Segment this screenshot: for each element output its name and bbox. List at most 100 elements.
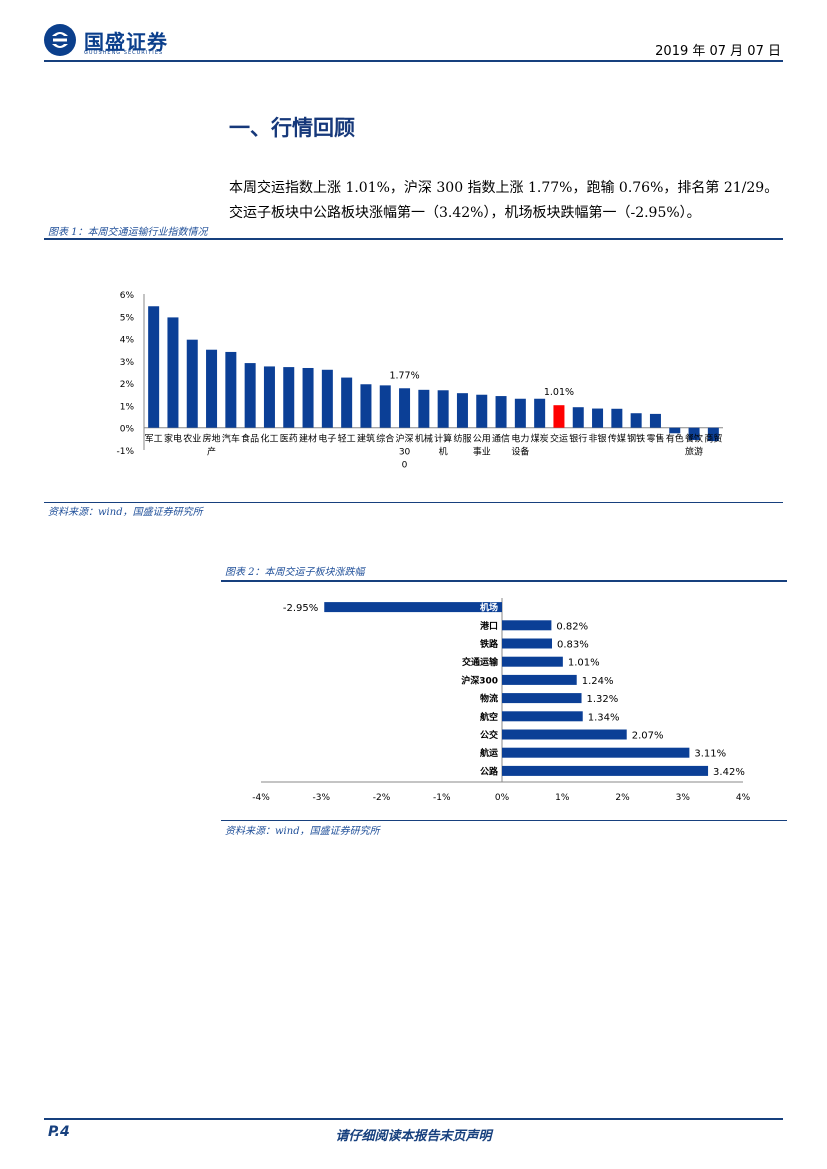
x-tick-label: -3% xyxy=(312,793,330,803)
x-tick-label: 0% xyxy=(495,793,510,803)
x-tick-label: 纺服 xyxy=(453,433,471,445)
x-tick-label: 交运 xyxy=(550,433,568,445)
category-label: 物流 xyxy=(480,693,498,705)
bar xyxy=(379,385,391,428)
x-tick-label: 建材 xyxy=(299,433,317,445)
x-tick-label: 电子 xyxy=(318,433,336,445)
y-tick-label: 3% xyxy=(120,358,135,368)
brand-subtitle: GUOSHENG SECURITIES xyxy=(84,50,164,56)
summary-paragraph: 本周交运指数上涨 1.01%，沪深 300 指数上涨 1.77%，跑输 0.76… xyxy=(229,180,779,221)
bar xyxy=(502,711,583,722)
category-label: 铁路 xyxy=(480,638,499,650)
header-rule xyxy=(44,60,783,62)
bar xyxy=(669,427,681,434)
bar xyxy=(611,408,623,428)
x-tick-label: 机 xyxy=(439,446,448,458)
bar xyxy=(341,377,353,428)
brand-name: 国盛证券 xyxy=(84,29,168,54)
x-tick-label: 食品 xyxy=(241,433,259,445)
x-tick-label: 银行 xyxy=(569,433,587,445)
data-label: 0.82% xyxy=(556,621,588,632)
bar xyxy=(630,413,642,428)
x-tick-label: 3% xyxy=(676,793,691,803)
x-tick-label: 非银 xyxy=(589,433,607,445)
bar xyxy=(707,427,719,442)
category-label: 机场 xyxy=(480,602,498,614)
x-tick-label: 1% xyxy=(555,793,570,803)
category-label: 沪深300 xyxy=(461,674,498,686)
bar xyxy=(437,390,449,428)
figure1-caption: 图表 1：本周交通运输行业指数情况 xyxy=(48,227,208,238)
page-number: P.4 xyxy=(48,1124,70,1140)
bar xyxy=(302,367,314,428)
y-tick-label: 4% xyxy=(120,336,135,346)
x-tick-label: 有色 xyxy=(666,433,684,445)
x-tick-label: 计算 xyxy=(434,433,452,445)
x-tick-label: 房地 xyxy=(203,433,221,445)
data-label: 1.32% xyxy=(587,694,619,705)
data-label: 1.34% xyxy=(588,712,620,723)
figure1-top-rule xyxy=(44,238,783,240)
figure1-source: 资料来源：wind，国盛证券研究所 xyxy=(48,507,203,518)
x-tick-label: 汽车 xyxy=(222,433,240,445)
x-tick-label: 综合 xyxy=(376,433,394,445)
x-tick-label: 零售 xyxy=(646,433,664,445)
x-tick-label: 机械 xyxy=(415,433,433,445)
figure2-top-rule xyxy=(221,580,787,582)
bar xyxy=(167,317,179,428)
y-tick-label: 5% xyxy=(120,313,135,323)
x-tick-label: 农业 xyxy=(183,433,201,445)
x-tick-label: -2% xyxy=(373,793,391,803)
x-tick-label: 建筑 xyxy=(357,433,375,445)
bar xyxy=(688,427,700,440)
brand-logo: 国盛证券 GUOSHENG SECURITIES xyxy=(44,24,168,56)
figure2-bottom-rule xyxy=(221,820,787,821)
x-tick-label: 医药 xyxy=(280,434,298,445)
data-label: 2.07% xyxy=(632,731,664,742)
y-tick-label: 6% xyxy=(120,291,135,301)
x-tick-label: 军工 xyxy=(145,434,163,445)
x-tick-label: 设备 xyxy=(511,446,529,458)
data-label: 1.24% xyxy=(582,676,614,687)
section-title: 一、行情回顾 xyxy=(229,115,355,140)
bar xyxy=(324,602,502,613)
bar xyxy=(495,396,507,428)
bar xyxy=(502,729,627,740)
bar xyxy=(502,638,553,649)
y-tick-label: 1% xyxy=(120,402,135,412)
logo-icon xyxy=(44,24,76,56)
x-tick-label: -1% xyxy=(433,793,451,803)
x-tick-label: 旅游 xyxy=(685,446,703,458)
bar xyxy=(553,405,565,428)
y-tick-label: -1% xyxy=(116,447,134,457)
bar xyxy=(225,351,237,428)
category-label: 航运 xyxy=(480,747,499,759)
bar xyxy=(502,765,709,776)
x-tick-label: 产 xyxy=(207,446,216,458)
x-tick-label: 钢铁 xyxy=(627,433,645,445)
x-tick-label: 通信 xyxy=(492,433,510,445)
bar xyxy=(321,369,333,428)
x-tick-label: 2% xyxy=(615,793,630,803)
subsector-bar-chart: -4% -3% -2% -1% 0% 1% 2% 3% 4% 机场 -2.95% 港口 0.82% 铁路 0… xyxy=(252,598,751,803)
x-tick-label: 4% xyxy=(736,793,751,803)
x-tick-label: 煤炭 xyxy=(531,433,549,445)
x-tick-label: 沪深 xyxy=(396,433,414,445)
x-tick-label: -4% xyxy=(252,793,270,803)
bar xyxy=(456,393,468,428)
x-tick-label: 轻工 xyxy=(338,433,356,445)
y-tick-label: 2% xyxy=(120,380,135,390)
x-tick-label: 事业 xyxy=(473,446,491,458)
figure1-bottom-rule xyxy=(44,502,783,503)
footer-rule xyxy=(44,1118,783,1120)
data-label: 0.83% xyxy=(557,640,589,651)
x-tick-label: 0 xyxy=(402,461,408,470)
data-label: 3.11% xyxy=(694,749,726,760)
bar xyxy=(186,339,198,428)
bar xyxy=(476,394,488,428)
bar xyxy=(592,408,604,428)
figure2-caption: 图表 2：本周交运子板块涨跌幅 xyxy=(225,567,365,578)
x-tick-label: 商贸 xyxy=(704,433,722,445)
data-label: 3.42% xyxy=(713,767,745,778)
x-tick-label: 家电 xyxy=(164,433,182,445)
